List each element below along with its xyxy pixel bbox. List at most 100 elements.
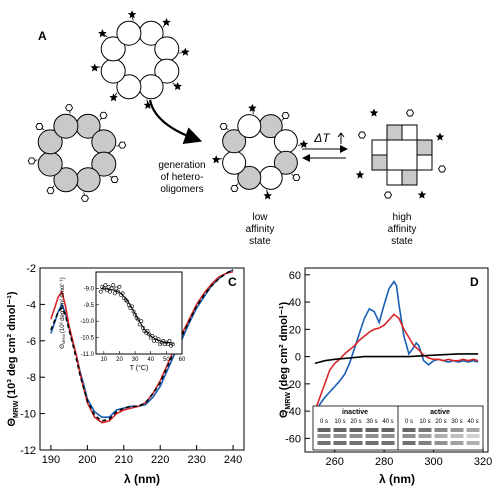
subunit-circle [91, 151, 117, 177]
ring-grey-hexagons [27, 104, 127, 202]
star-icon [127, 10, 137, 19]
subunit-circle [154, 36, 180, 62]
gel-active-title: active [430, 409, 450, 416]
x-tick-label: 230 [187, 454, 205, 466]
subunit-circle [91, 129, 117, 155]
panel-d-label: D [470, 275, 479, 289]
star-icon [299, 139, 309, 148]
inset-data-point [106, 284, 111, 289]
gel-band [317, 434, 331, 438]
y-tick-label: -4 [26, 299, 36, 311]
gel-lane-label: 0 s [320, 419, 328, 425]
y-tick-label: 40 [289, 297, 301, 309]
hexagon-icon [281, 112, 290, 120]
inset-x-tick-label: 10 [100, 357, 107, 363]
panel-c-label: C [228, 275, 237, 289]
panel-c-inset: 10 20 30 40 50 60 -11.0 -10.5 -10.0 -9.5 -9.0 [80, 283, 186, 363]
inset-y-tick-label: -9.5 [84, 303, 95, 309]
y-tick-label: -40 [285, 406, 301, 418]
subunit-circle [75, 167, 101, 193]
square-subunit [386, 124, 403, 141]
panel-d-axes-frame [304, 267, 489, 453]
y-tick-label: -6 [26, 336, 36, 348]
inset-data-point [147, 332, 152, 337]
cd-spectrum-line [314, 313, 479, 412]
inset-data-point [114, 286, 119, 291]
x-tick-label: 240 [224, 454, 242, 466]
y-tick-label: -60 [285, 433, 301, 445]
panel-c-ylabel: ΘMRW(10³ deg cm² dmol⁻¹) [6, 291, 20, 427]
gel-band [402, 441, 416, 445]
gel-lane-label: 30 s [366, 419, 377, 425]
gel-lane-label: 10 s [419, 419, 430, 425]
hexagon-icon [437, 165, 447, 173]
gel-band [333, 428, 347, 432]
star-icon [109, 93, 118, 102]
panel-c-series [50, 269, 234, 424]
panel-d-ylabel-sub: MRW [285, 392, 292, 410]
star-icon [98, 29, 107, 38]
hexagon-icon [357, 131, 367, 139]
gel-band [365, 434, 379, 438]
inset-data-point [112, 291, 117, 296]
panel-d-ylabel-symbol: Θ [278, 409, 290, 418]
inset-x-tick-label: 60 [179, 357, 186, 363]
gel-band [381, 434, 395, 438]
gel-band [365, 428, 379, 432]
temperature-up-icon [337, 132, 345, 144]
gel-lane-label: 30 s [451, 419, 462, 425]
x-tick-label: 190 [42, 454, 60, 466]
high-state-line-3: state [391, 236, 413, 247]
x-tick-label: 320 [474, 456, 492, 468]
hexagon-icon [383, 191, 393, 199]
y-tick-label: -20 [285, 379, 301, 391]
inset-y-tick-label: -10.0 [80, 319, 94, 325]
gel-band [466, 428, 480, 432]
hexagon-icon [80, 194, 89, 202]
gel-band [349, 441, 363, 445]
hexagon-icon [405, 109, 415, 117]
inset-fit-line [100, 287, 175, 344]
subunit-circle [100, 58, 126, 84]
gel-band [450, 441, 464, 445]
gel-lane-label: 40 s [382, 419, 393, 425]
y-tick-label: -2 [26, 263, 36, 275]
gel-band [381, 441, 395, 445]
gel-band [434, 441, 448, 445]
panel-c-ylabel-sub: MRW [13, 400, 20, 418]
panel-c: C 190 200 210 220 230 240-12-10-8-6-4-2 ΘMRW(… [6, 263, 245, 486]
gel-band [434, 434, 448, 438]
inset-x-tick-label: 50 [163, 357, 170, 363]
gel-band [402, 434, 416, 438]
gel-band [450, 434, 464, 438]
panel-a: A generation of hetero- oligomers ΔT low… [27, 10, 447, 247]
arrow-caption-line-2: of hetero- [161, 172, 204, 183]
gel-band [381, 428, 395, 432]
x-tick-label: 280 [375, 456, 393, 468]
panel-d-series [314, 280, 479, 419]
inset-data-point [170, 342, 175, 347]
x-tick-label: 260 [325, 456, 343, 468]
inset-data-point [161, 338, 166, 343]
square-subunit [386, 169, 403, 186]
star-icon [417, 190, 427, 199]
x-tick-label: 200 [78, 454, 96, 466]
star-icon [248, 103, 257, 112]
hexagon-icon [118, 141, 127, 149]
gel-band [317, 441, 331, 445]
gel-band [450, 428, 464, 432]
subunit-circle [37, 151, 63, 177]
hexagon-icon [292, 174, 301, 182]
panel-c-ylabel-units: (10³ deg cm² dmol⁻¹) [6, 291, 18, 399]
panel-c-ylabel-symbol: Θ [6, 418, 18, 427]
gel-lane-label: 0 s [405, 419, 413, 425]
panel-c-inset-ylabel-symbol: Θ [60, 344, 66, 349]
high-state-line-1: high [393, 212, 412, 223]
panel-d-ticks: 260 280 300 320 -60 -40 -20 0 20 40 60 [285, 270, 492, 468]
subunit-circle [53, 113, 79, 139]
panel-c-inset-ylabel-units: (10³ deg cm² dmol⁻¹) [60, 277, 66, 333]
delta-t-label: ΔT [313, 131, 331, 145]
ring-white-stars [90, 10, 190, 109]
gel-band [349, 428, 363, 432]
panel-a-label: A [38, 29, 47, 43]
